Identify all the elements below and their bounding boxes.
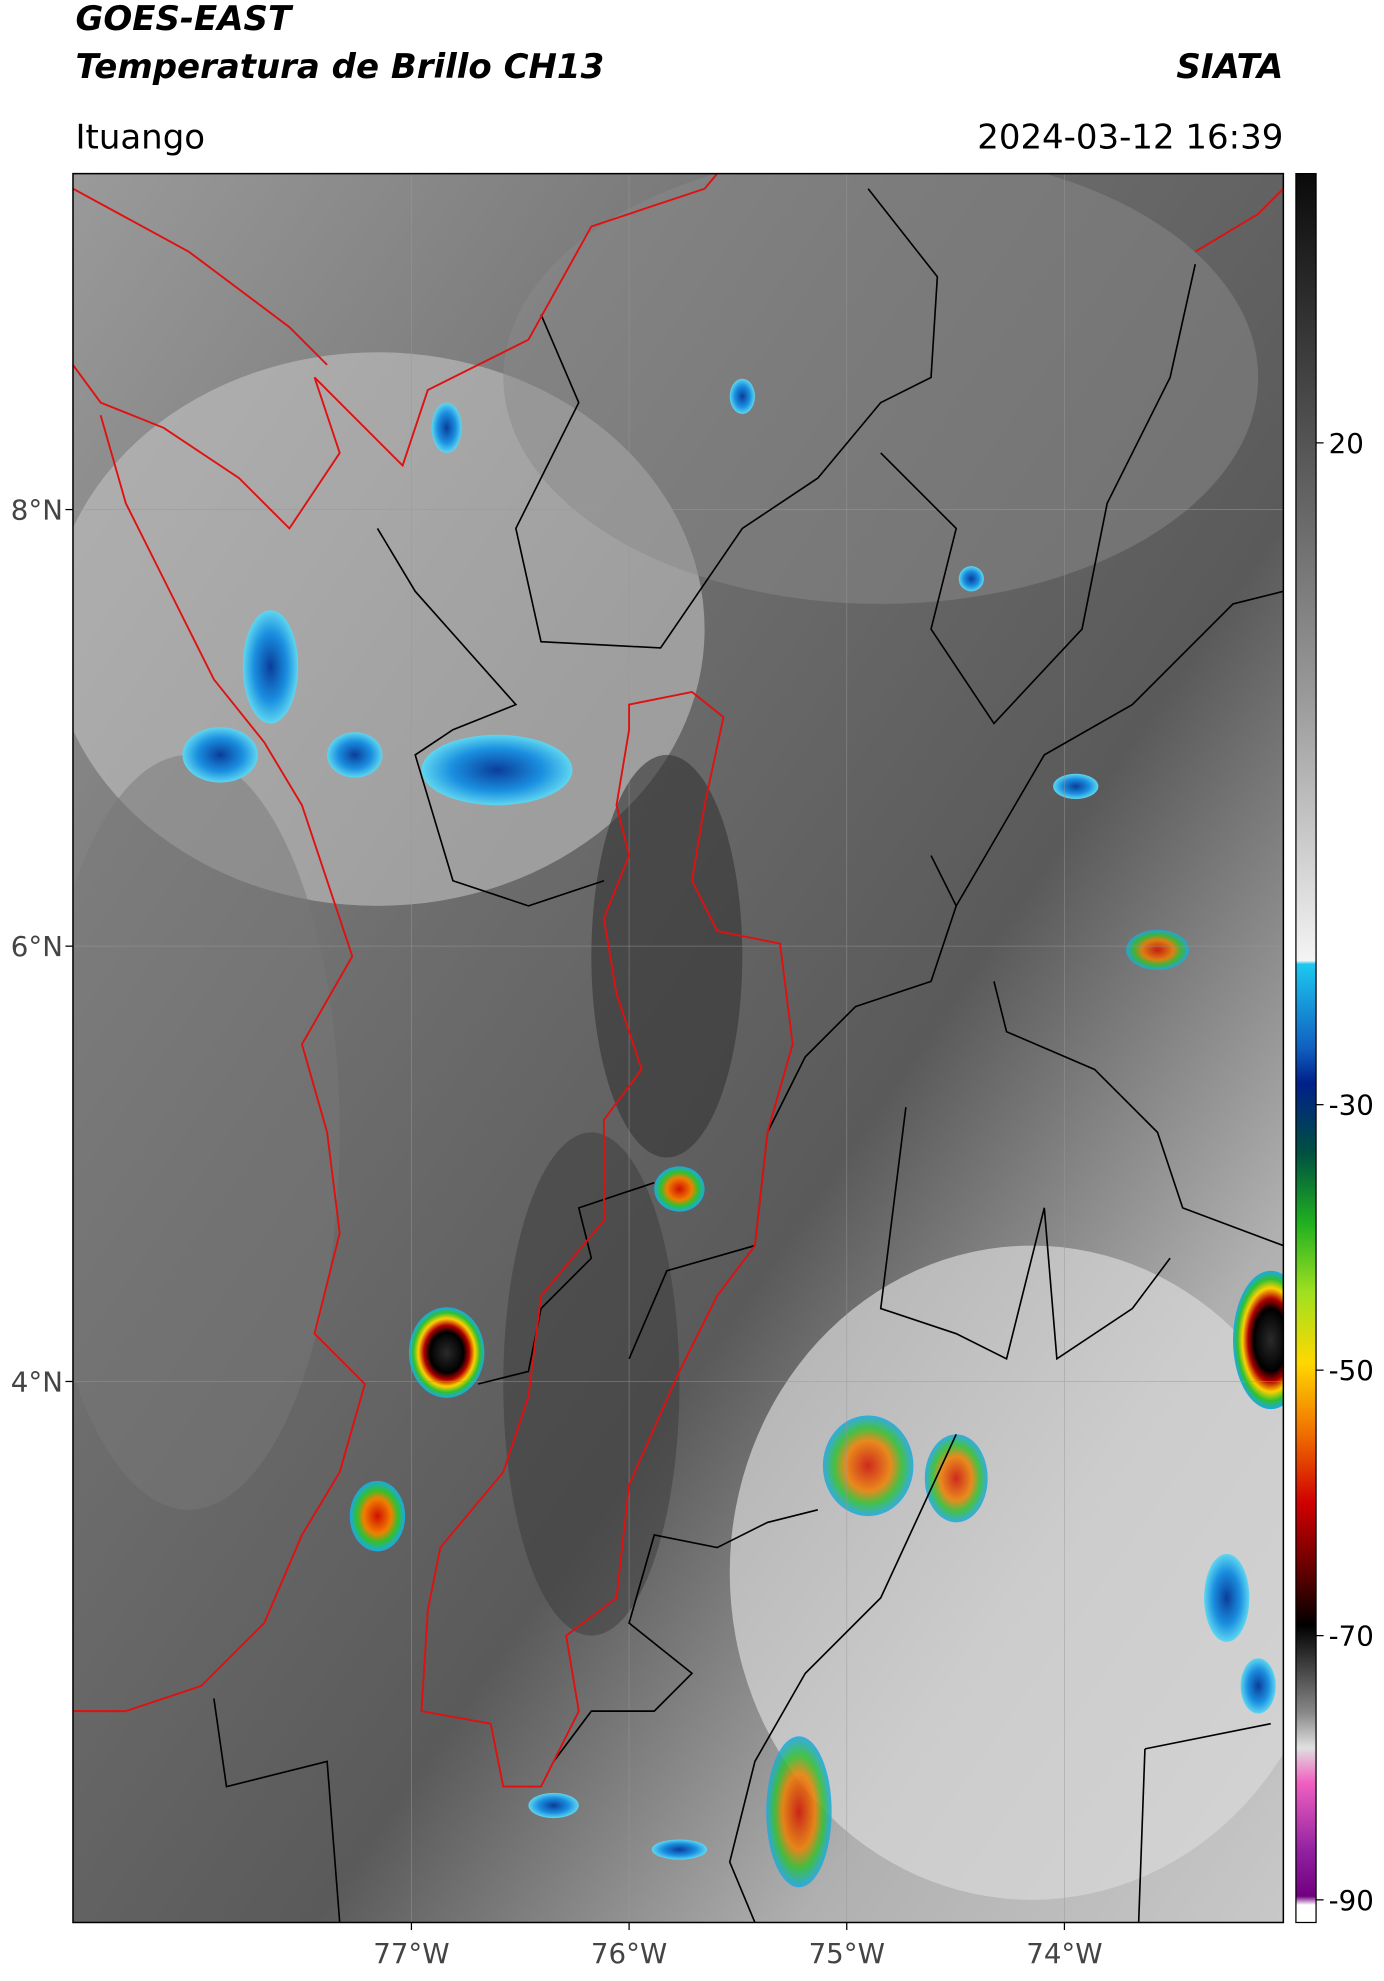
lat-tick-label: 8°N <box>11 494 63 527</box>
colorbar-tick-label: -30 <box>1329 1089 1374 1122</box>
colorbar-tick-label: 20 <box>1329 427 1364 460</box>
product-title: Temperatura de Brillo CH13 <box>75 47 604 87</box>
location: Ituango <box>75 117 205 157</box>
lon-tick-label: 75°W <box>809 1937 885 1970</box>
lon-tick-label: 74°W <box>1026 1937 1102 1970</box>
lon-tick-label: 76°W <box>591 1937 667 1970</box>
satellite-image <box>72 173 1284 1923</box>
lon-tick-label: 77°W <box>373 1937 449 1970</box>
map-frame <box>72 172 1285 1924</box>
organization: SIATA <box>1176 47 1283 87</box>
colorbar <box>1295 172 1317 1924</box>
colorbar-tick-label: -70 <box>1329 1620 1374 1653</box>
ticks: 8°N 6°N 4°N 77°W 76°W 75°W 74°W 20 -30 -50 -70 -90 <box>11 427 1374 1970</box>
datetime: 2024-03-12 16:39 <box>977 117 1283 157</box>
satellite-title: GOES-EAST <box>75 0 293 39</box>
colorbar-tick-label: -90 <box>1329 1884 1374 1917</box>
colorbar-tick-label: -50 <box>1329 1354 1374 1387</box>
lat-tick-label: 4°N <box>11 1366 63 1399</box>
lat-tick-label: 6°N <box>11 930 63 963</box>
